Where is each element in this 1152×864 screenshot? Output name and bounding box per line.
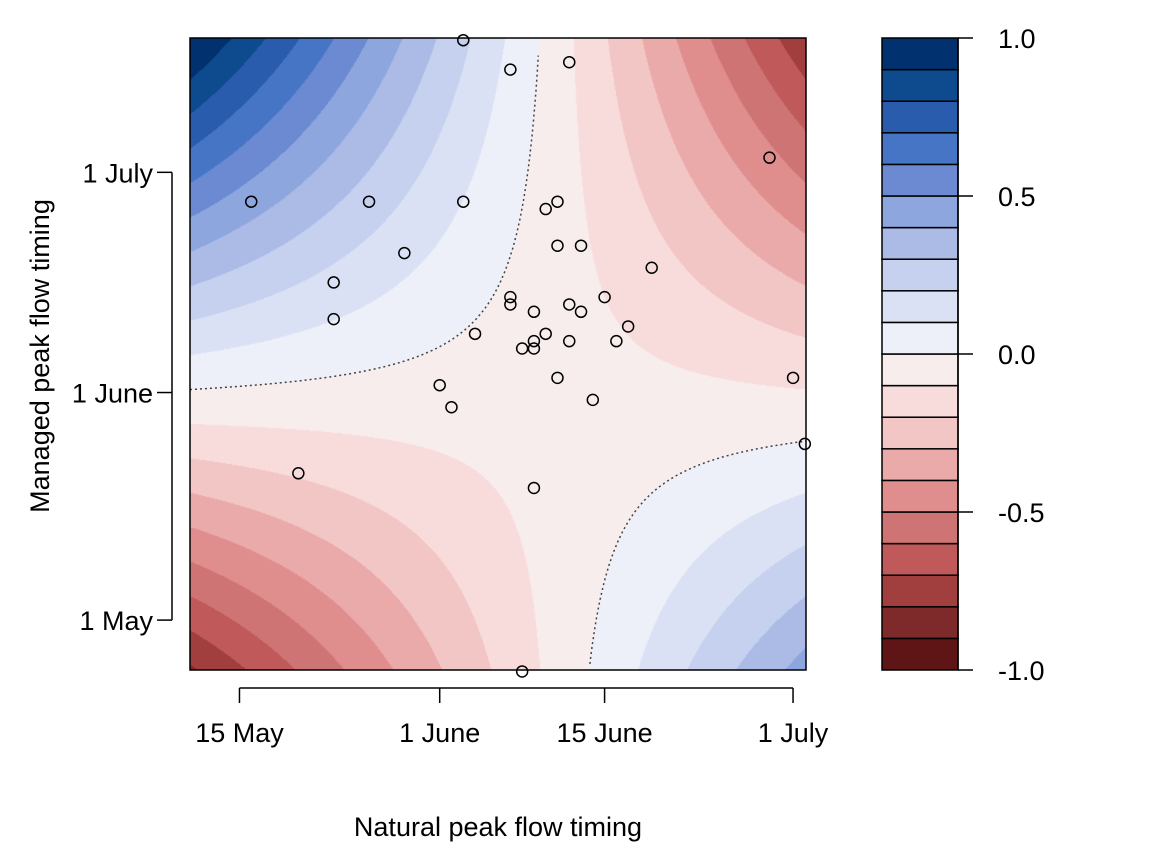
y-tick-label: 1 May [79,606,153,636]
data-point [468,327,482,341]
data-point [433,378,446,392]
colorbar-band [881,637,959,671]
colorbar-tick-label: -0.5 [998,498,1045,528]
data-point [574,305,588,319]
colorbar-tick-label: 0.0 [998,340,1036,370]
colorbar-band [881,68,959,102]
colorbar-band [881,37,959,71]
data-point [527,342,541,355]
x-axis: 15 May 1 June 15 June 1 July [195,687,829,748]
data-point [621,320,635,333]
x-tick-label: 1 July [758,718,829,748]
colorbar-tick-label: -1.0 [998,656,1045,686]
colorbar-band [881,542,959,576]
data-point [574,239,588,252]
data-point [445,400,458,414]
y-axis: 1 May 1 June 1 July [72,158,173,636]
data-point [504,290,517,304]
data-point [398,246,411,260]
data-point [551,195,564,208]
colorbar-tick-label: 1.0 [998,24,1036,54]
colorbar-band [881,574,959,608]
x-tick-label: 15 June [557,718,653,748]
colorbar-band [881,448,959,482]
colorbar-band [881,321,959,355]
data-point [457,33,470,47]
data-point [610,334,623,348]
data-point [563,55,576,69]
data-point [551,239,564,252]
data-point [763,151,776,164]
plot-frame [189,37,807,671]
y-tick-label: 1 June [72,379,153,409]
colorbar: 1.0 0.5 0.0 -0.5 -1.0 [881,24,1045,686]
data-point [457,195,470,208]
data-point [244,195,258,208]
colorbar-band [881,226,959,260]
data-point [598,290,611,304]
zero-contour-0 [190,55,540,391]
data-point [551,371,564,385]
data-point [798,437,812,451]
x-tick-label: 1 June [399,718,480,748]
colorbar-band [881,353,959,387]
data-point [515,342,529,355]
data-point [527,305,541,319]
colorbar-band [881,100,959,134]
y-tick-label: 1 July [82,158,153,188]
data-point [563,334,576,348]
data-point [504,63,517,76]
zero-contour-1 [589,440,807,664]
colorbar-band [881,195,959,229]
data-point [539,202,552,216]
colorbar-band [881,511,959,545]
y-axis-label: Managed peak flow timing [25,199,55,513]
data-point [563,298,576,311]
colorbar-band [881,416,959,450]
x-axis-label: Natural peak flow timing [354,812,642,842]
x-tick-label: 15 May [195,718,284,748]
data-point [539,327,552,341]
data-point [327,312,340,326]
data-point [527,481,541,495]
data-point [586,393,600,407]
colorbar-tick-label: 0.5 [998,182,1036,212]
data-point [504,298,517,311]
scatter-points [244,33,812,678]
colorbar-band [881,258,959,292]
data-point [327,276,340,289]
data-point [362,195,376,208]
data-point [786,371,800,385]
zero-contour-lines [190,55,807,664]
data-point [645,261,658,275]
data-point [515,665,529,678]
colorbar-band [881,290,959,324]
colorbar-band [881,384,959,418]
data-point [527,334,541,348]
colorbar-band [881,606,959,640]
contour-fill [190,38,806,670]
colorbar-band [881,132,959,166]
colorbar-band [881,479,959,513]
data-point [292,467,305,480]
colorbar-band [881,163,959,197]
